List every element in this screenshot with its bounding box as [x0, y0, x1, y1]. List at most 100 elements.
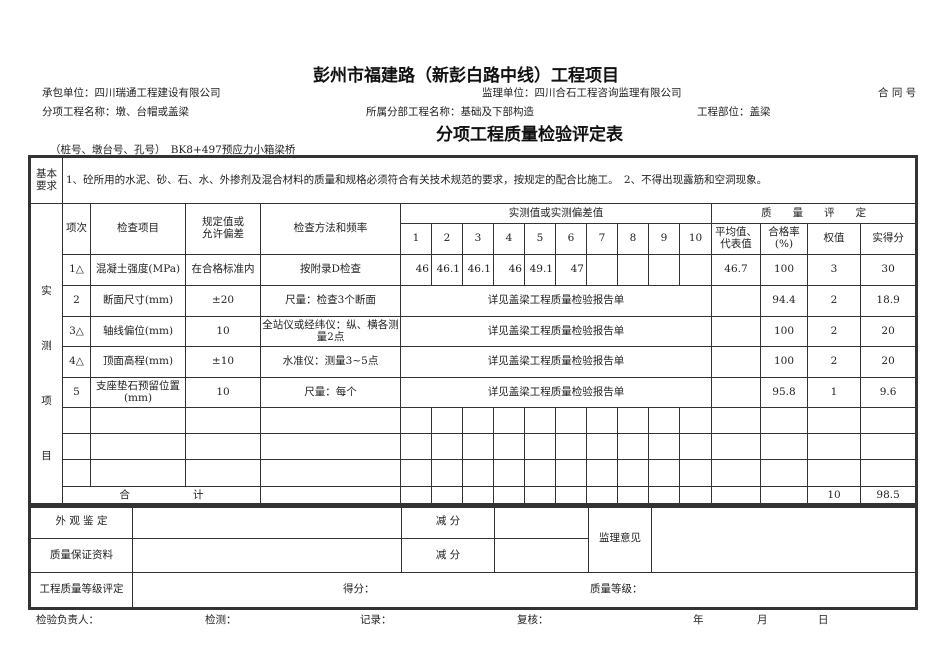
row-avg	[711, 377, 761, 408]
contractor: 承包单位：四川瑞通工程建设有限公司	[42, 87, 221, 99]
empty-cell[interactable]	[260, 433, 401, 460]
deduct-label-2: 减 分	[401, 538, 495, 573]
inspection-table: 基本要求 1、砼所用的水泥、砂、石、水、外掺剂及混合材料的质量和规格必须符合有关技…	[27, 155, 919, 508]
empty-cell[interactable]	[90, 433, 186, 460]
total-empty-cell	[760, 486, 808, 506]
row-no: 1△	[62, 254, 91, 286]
empty-cell[interactable]	[400, 407, 432, 434]
empty-cell[interactable]	[711, 459, 761, 487]
measured-value[interactable]: 46	[400, 254, 432, 286]
deduct-value-1[interactable]	[494, 505, 589, 539]
empty-cell[interactable]	[679, 407, 712, 434]
row-method: 水准仪：测量3~5点	[260, 346, 401, 378]
deduct-value-2[interactable]	[494, 538, 589, 573]
empty-cell[interactable]	[524, 459, 556, 487]
empty-cell[interactable]	[493, 407, 525, 434]
empty-cell[interactable]	[400, 459, 432, 487]
measure-col-6: 6	[555, 223, 587, 255]
empty-cell[interactable]	[648, 407, 680, 434]
empty-cell[interactable]	[90, 459, 186, 487]
empty-cell[interactable]	[400, 433, 432, 460]
col-weight: 权值	[807, 223, 861, 255]
supervision-label: 监理意见	[588, 505, 652, 573]
empty-cell[interactable]	[648, 433, 680, 460]
measured-value[interactable]	[617, 254, 649, 286]
empty-cell[interactable]	[555, 407, 587, 434]
col-method: 检查方法和频率	[260, 203, 401, 255]
row-rate: 100	[760, 254, 808, 286]
empty-cell[interactable]	[185, 433, 261, 460]
empty-cell[interactable]	[617, 433, 649, 460]
footer-day: 日	[818, 614, 829, 626]
row-item: 断面尺寸(mm)	[90, 285, 186, 317]
measured-value[interactable]	[586, 254, 618, 286]
row-avg	[711, 285, 761, 317]
measured-value[interactable]	[679, 254, 712, 286]
empty-cell[interactable]	[524, 433, 556, 460]
total-empty-cell	[555, 486, 587, 506]
supervision-value[interactable]	[651, 505, 916, 573]
empty-cell[interactable]	[586, 407, 618, 434]
empty-cell[interactable]	[462, 407, 494, 434]
basic-label: 基本要求	[30, 157, 63, 204]
empty-cell[interactable]	[431, 433, 463, 460]
empty-cell[interactable]	[586, 433, 618, 460]
measured-value[interactable]: 46.1	[462, 254, 494, 286]
measured-value[interactable]: 46	[493, 254, 525, 286]
empty-cell[interactable]	[859, 407, 917, 434]
table-row: 3△ 轴线偏位(mm) 10 全站仪或经纬仪：纵、横各测量2点 详见盖梁工程质量检验报告…	[31, 316, 917, 347]
row-rate: 94.4	[760, 285, 808, 317]
appearance-label: 外 观 鉴 定	[30, 505, 133, 539]
row-method: 尺量：每个	[260, 377, 401, 408]
row-rate: 95.8	[760, 377, 808, 408]
empty-cell[interactable]	[807, 459, 861, 487]
measured-value[interactable]: 46.1	[431, 254, 463, 286]
appearance-value[interactable]	[132, 505, 402, 539]
empty-cell[interactable]	[760, 433, 808, 460]
empty-cell[interactable]	[431, 407, 463, 434]
empty-cell[interactable]	[185, 407, 261, 434]
empty-cell[interactable]	[462, 433, 494, 460]
side-label-char: 测	[41, 340, 52, 353]
empty-cell[interactable]	[62, 459, 91, 487]
evaluation-table: 外 观 鉴 定减 分监理意见 质量保证资料减 分 工程质量等级评定 得分： 质量等级…	[28, 503, 918, 610]
row-spec: ±10	[185, 346, 261, 378]
row-spec: 10	[185, 316, 261, 347]
empty-cell[interactable]	[760, 407, 808, 434]
empty-cell[interactable]	[586, 459, 618, 487]
empty-cell[interactable]	[807, 433, 861, 460]
empty-cell[interactable]	[260, 407, 401, 434]
empty-cell[interactable]	[760, 459, 808, 487]
empty-cell[interactable]	[524, 407, 556, 434]
empty-cell[interactable]	[807, 407, 861, 434]
empty-cell[interactable]	[185, 459, 261, 487]
empty-cell[interactable]	[859, 459, 917, 487]
empty-cell[interactable]	[493, 433, 525, 460]
empty-cell[interactable]	[555, 459, 587, 487]
empty-cell[interactable]	[711, 407, 761, 434]
empty-cell[interactable]	[679, 459, 712, 487]
table-row: 1△ 混凝土强度(MPa) 在合格标准内 按附录D检查 46 46.1 46.1 46 49.1…	[31, 254, 917, 286]
empty-cell[interactable]	[260, 459, 401, 487]
empty-cell[interactable]	[617, 459, 649, 487]
qa-docs-value[interactable]	[132, 538, 402, 573]
empty-cell[interactable]	[431, 459, 463, 487]
empty-cell[interactable]	[62, 433, 91, 460]
basic-requirements: 1、砼所用的水泥、砂、石、水、外掺剂及混合材料的质量和规格必须符合有关技术规范的…	[61, 157, 917, 204]
empty-cell[interactable]	[648, 459, 680, 487]
measured-value[interactable]: 47	[555, 254, 587, 286]
empty-cell[interactable]	[555, 433, 587, 460]
empty-cell[interactable]	[679, 433, 712, 460]
empty-cell[interactable]	[90, 407, 186, 434]
empty-cell[interactable]	[462, 459, 494, 487]
empty-cell[interactable]	[859, 433, 917, 460]
empty-cell[interactable]	[711, 433, 761, 460]
measured-value[interactable]: 49.1	[524, 254, 556, 286]
empty-cell[interactable]	[62, 407, 91, 434]
empty-cell[interactable]	[493, 459, 525, 487]
measured-value[interactable]	[648, 254, 680, 286]
row-item: 顶面高程(mm)	[90, 346, 186, 378]
row-avg: 46.7	[711, 254, 761, 286]
score-label: 得分：	[343, 583, 375, 595]
empty-cell[interactable]	[617, 407, 649, 434]
